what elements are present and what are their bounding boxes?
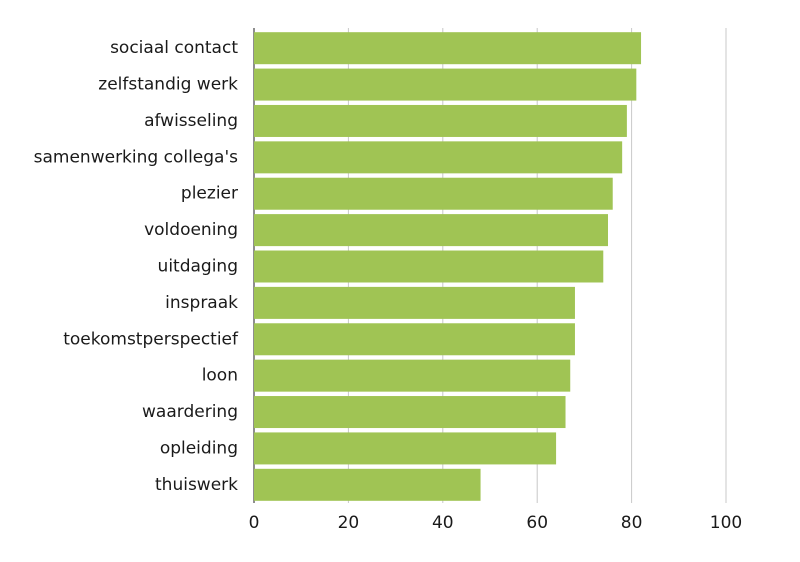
y-tick-label: opleiding	[160, 438, 238, 458]
x-tick-label: 40	[432, 513, 454, 533]
bar	[254, 250, 604, 283]
y-tick-label: thuiswerk	[155, 475, 238, 495]
y-tick-label: plezier	[181, 184, 238, 204]
y-tick-label: waardering	[142, 402, 238, 422]
bar	[254, 359, 571, 392]
bar	[254, 468, 481, 501]
x-tick-label: 60	[526, 513, 548, 533]
bar	[254, 323, 575, 356]
y-tick-label: samenwerking collega's	[34, 147, 238, 167]
bar	[254, 286, 575, 319]
bar	[254, 177, 613, 210]
bar	[254, 141, 623, 174]
y-tick-label: uitdaging	[158, 257, 238, 277]
x-tick-label: 80	[621, 513, 643, 533]
bar	[254, 32, 642, 65]
y-tick-label: afwisseling	[144, 111, 238, 131]
x-tick-label: 100	[710, 513, 742, 533]
bar	[254, 68, 637, 101]
y-tick-label: toekomstperspectief	[63, 329, 239, 349]
y-tick-label: voldoening	[144, 220, 238, 240]
y-tick-label: sociaal contact	[110, 38, 238, 58]
bar	[254, 432, 557, 465]
x-tick-label: 20	[338, 513, 360, 533]
x-tick-label: 0	[249, 513, 260, 533]
y-tick-label: inspraak	[165, 293, 238, 313]
y-tick-label: zelfstandig werk	[98, 75, 238, 95]
bar	[254, 396, 566, 429]
bar	[254, 104, 627, 137]
bar	[254, 214, 608, 247]
y-tick-label: loon	[202, 366, 238, 386]
